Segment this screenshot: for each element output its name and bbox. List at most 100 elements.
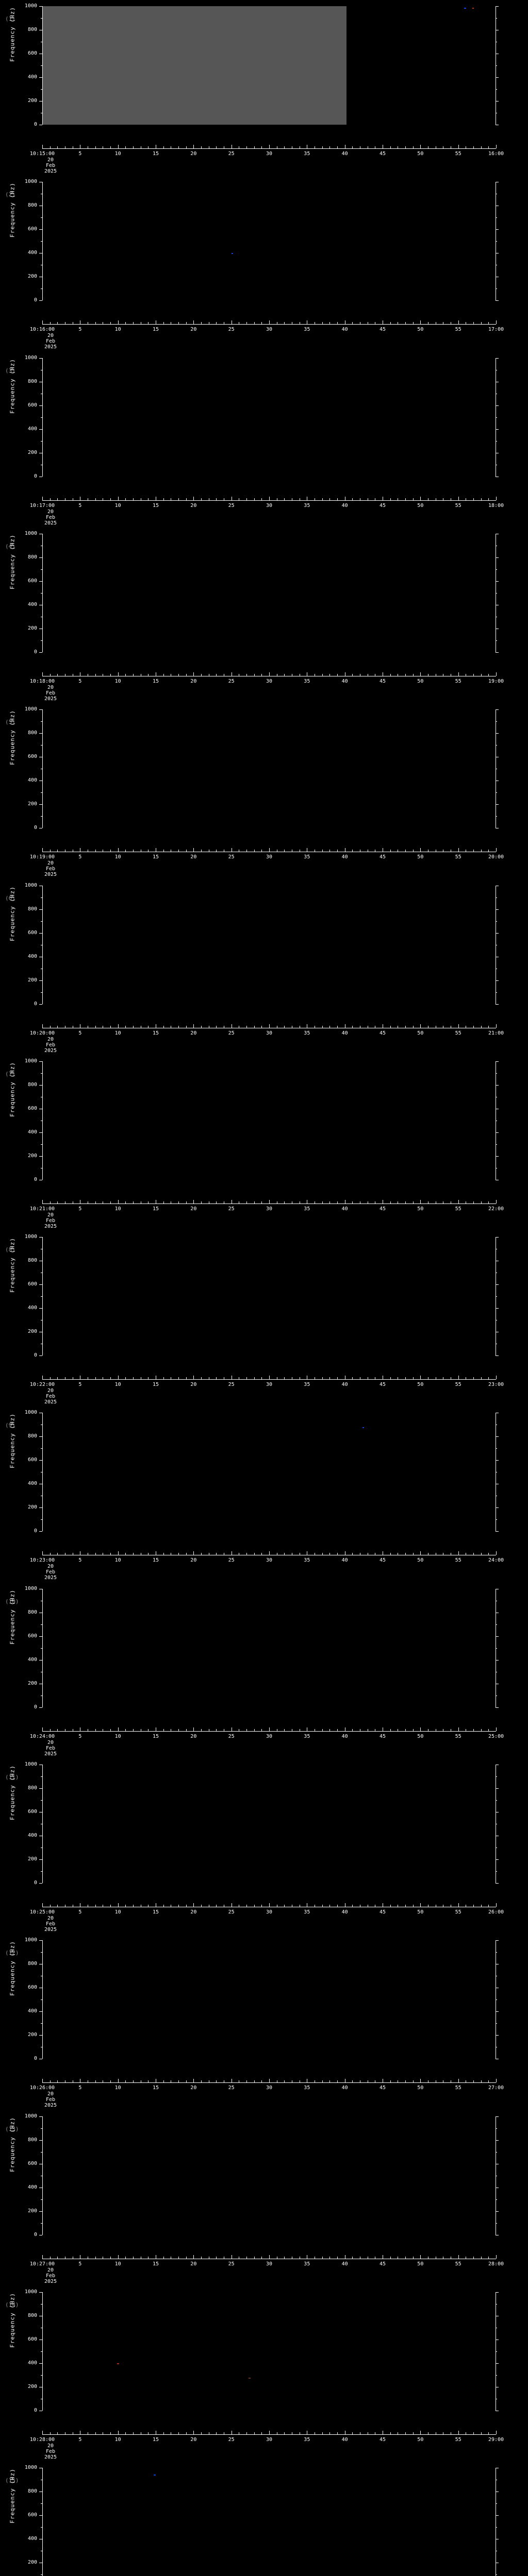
- x-axis-minor-tick: [337, 146, 338, 148]
- x-axis-minor-tick: [246, 1729, 247, 1731]
- y-axis-minor-tick: [41, 897, 42, 898]
- y-axis-minor-tick: [496, 816, 497, 817]
- y-axis-tick: [496, 581, 499, 582]
- y-axis-tick-label: 400: [27, 1305, 37, 1311]
- panel-number: (1): [5, 15, 15, 22]
- x-axis-minor-tick: [178, 674, 179, 676]
- x-axis-tick-label: 50: [417, 854, 424, 860]
- y-axis-minor-tick: [41, 441, 42, 442]
- x-axis-minor-tick: [201, 2432, 202, 2434]
- y-axis-tick-label: 600: [27, 2161, 37, 2166]
- plot-area: [42, 1237, 496, 1355]
- x-axis-tick-label: 30: [266, 2085, 273, 2091]
- x-axis-tick: [269, 1551, 270, 1555]
- x-axis-tick-label: 15: [152, 679, 159, 684]
- x-axis-minor-tick: [125, 1905, 126, 1907]
- x-axis-tick: [42, 1200, 43, 1204]
- x-axis-tick: [496, 848, 497, 852]
- y-axis-tick-label: 400: [27, 2360, 37, 2366]
- x-axis-end-label: 27:00: [488, 2085, 504, 2091]
- y-axis-tick-label: 800: [27, 2137, 37, 2143]
- x-axis-minor-tick: [412, 2432, 414, 2434]
- x-axis-tick-label: 15: [152, 151, 159, 157]
- x-axis-minor-tick: [201, 850, 202, 852]
- x-axis-minor-tick: [133, 2257, 134, 2259]
- y-axis-tick: [496, 2035, 499, 2036]
- x-axis-minor-tick: [412, 1905, 414, 1907]
- y-axis-minor-tick: [41, 2199, 42, 2200]
- y-axis-title: Frequency (Hz): [9, 1062, 16, 1117]
- y-axis-tick: [39, 1940, 42, 1941]
- y-axis-minor-tick: [41, 593, 42, 594]
- x-axis-minor-tick: [352, 2432, 353, 2434]
- x-axis-minor-tick: [216, 674, 217, 676]
- x-axis-minor-tick: [110, 2257, 111, 2259]
- x-axis-minor-tick: [246, 2080, 247, 2082]
- y-axis-tick: [496, 1460, 499, 1461]
- y-axis-tick-label: 400: [27, 250, 37, 256]
- x-axis-date-label: 20 Feb 2025: [44, 509, 57, 526]
- x-axis-minor-tick: [390, 2257, 391, 2259]
- x-axis-tick: [118, 1551, 119, 1555]
- x-axis-date-label: 20 Feb 2025: [44, 1564, 57, 1581]
- x-axis-minor-tick: [284, 322, 285, 324]
- y-axis-minor-tick: [496, 2351, 497, 2352]
- x-axis-minor-tick: [133, 1026, 134, 1028]
- y-axis-minor-tick: [41, 792, 42, 793]
- y-axis-tick: [39, 557, 42, 558]
- x-axis-tick-label: 20: [190, 2085, 197, 2091]
- y-axis-tick: [39, 1284, 42, 1285]
- x-axis-minor-tick: [50, 2432, 51, 2434]
- x-axis-tick-label: 25: [228, 327, 235, 332]
- x-axis-tick-label: 50: [417, 503, 424, 509]
- x-axis-minor-tick: [50, 1553, 51, 1555]
- y-axis-tick-label: 800: [27, 2488, 37, 2494]
- x-axis-minor-tick: [412, 1729, 414, 1731]
- y-axis-minor-tick: [41, 721, 42, 722]
- y-axis-left-spine: [42, 2468, 43, 2576]
- x-axis-minor-tick: [329, 1377, 331, 1379]
- x-axis-tick: [420, 320, 421, 324]
- x-axis-minor-tick: [473, 2080, 474, 2082]
- x-axis-minor-tick: [284, 1729, 285, 1731]
- y-axis-tick: [496, 2515, 499, 2516]
- x-axis-minor-tick: [284, 146, 285, 148]
- x-axis-minor-tick: [322, 1201, 323, 1204]
- x-axis-tick-label: 50: [417, 1382, 424, 1387]
- x-axis-minor-tick: [481, 1201, 482, 1204]
- x-axis-tick-label: 45: [379, 679, 386, 684]
- x-axis-minor-tick: [329, 674, 331, 676]
- x-axis-tick-label: 30: [266, 1382, 273, 1387]
- x-axis-tick-label: 40: [341, 854, 348, 860]
- y-axis-tick-label: 0: [34, 1001, 37, 1007]
- y-axis-tick-label: 400: [27, 2008, 37, 2014]
- x-axis-minor-tick: [322, 1377, 323, 1379]
- y-axis-tick-label: 200: [27, 2560, 37, 2565]
- y-axis-tick: [496, 77, 499, 78]
- y-axis-tick-label: 0: [34, 649, 37, 655]
- x-axis-minor-tick: [246, 850, 247, 852]
- x-axis-minor-tick: [481, 1377, 482, 1379]
- x-axis-minor-tick: [95, 1729, 96, 1731]
- y-axis-tick-label: 1000: [24, 1234, 37, 1240]
- y-axis-minor-tick: [41, 2152, 42, 2153]
- x-axis-minor-tick: [473, 146, 474, 148]
- y-axis-left-spine: [42, 2116, 43, 2235]
- y-axis-tick: [39, 1004, 42, 1005]
- x-axis-tick: [496, 1727, 497, 1731]
- x-axis-minor-tick: [186, 674, 187, 676]
- spectrogram-panel: (3) 0 200 400 600 800 1000 Frequency (Hz) 10:17:…: [0, 352, 528, 528]
- x-axis-minor-tick: [329, 1026, 331, 1028]
- x-axis-tick-label: 50: [417, 1030, 424, 1036]
- y-axis-tick-label: 600: [27, 1106, 37, 1111]
- x-axis-minor-tick: [110, 1905, 111, 1907]
- x-axis-minor-tick: [246, 1553, 247, 1555]
- x-axis-minor-tick: [473, 1201, 474, 1204]
- x-axis-tick: [496, 672, 497, 676]
- x-axis-minor-tick: [178, 1201, 179, 1204]
- x-axis-tick-label: 25: [228, 1206, 235, 1212]
- y-axis-minor-tick: [41, 921, 42, 922]
- x-axis-tick-label: 45: [379, 1382, 386, 1387]
- y-axis-tick: [496, 1156, 499, 1157]
- x-axis-minor-tick: [50, 146, 51, 148]
